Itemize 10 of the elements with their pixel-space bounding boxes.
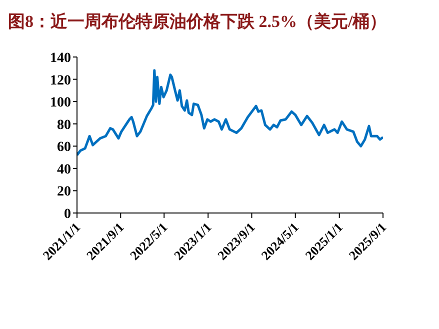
- y-tick-label: 60: [57, 140, 71, 156]
- y-tick-label: 40: [57, 162, 71, 178]
- y-tick-label: 80: [57, 118, 71, 133]
- y-tick-label: 120: [50, 73, 71, 88]
- y-tick-label: 20: [57, 184, 71, 200]
- line-series: [77, 69, 383, 156]
- y-tick-label: 100: [50, 96, 71, 111]
- y-tick-label: 0: [64, 206, 71, 222]
- y-tick-label: 140: [50, 50, 71, 66]
- chart-title: 图8：近一周布伦特原油价格下跌 2.5%（美元/桶）: [8, 11, 388, 33]
